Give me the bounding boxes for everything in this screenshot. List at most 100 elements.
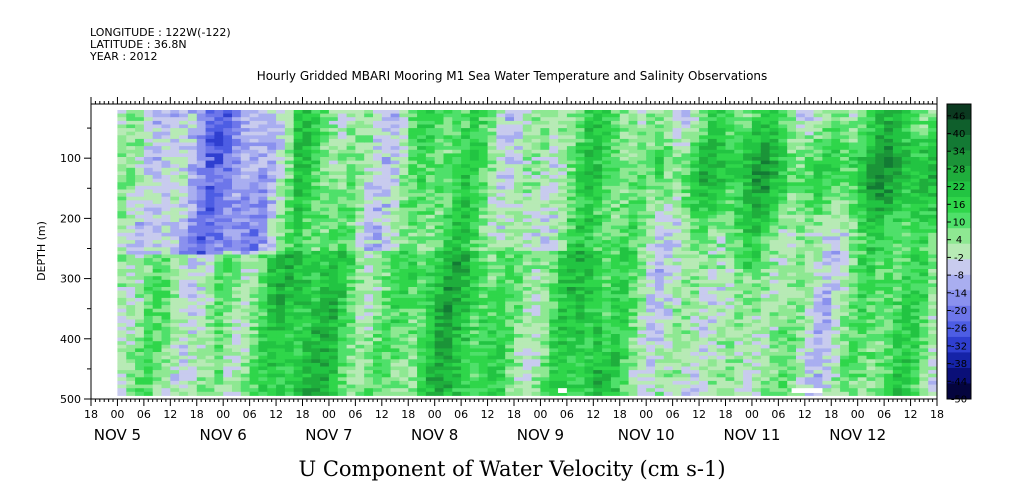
heatmap-cell [364, 287, 374, 292]
heatmap-cell [505, 294, 515, 299]
heatmap-cell [566, 283, 577, 288]
heatmap-cell [223, 323, 233, 328]
heatmap-cell [443, 384, 453, 389]
heatmap-cell [390, 294, 400, 299]
heatmap-cell [602, 211, 612, 216]
heatmap-cell [161, 269, 171, 274]
heatmap-cell [258, 218, 268, 223]
heatmap-cell [619, 265, 630, 270]
heatmap-cell [566, 290, 577, 295]
heatmap-cell [452, 326, 462, 331]
heatmap-cell [443, 120, 453, 125]
heatmap-cell [584, 164, 594, 169]
heatmap-cell [337, 297, 348, 302]
heatmap-cell [135, 164, 145, 169]
heatmap-cell [522, 359, 533, 364]
heatmap-cell [610, 254, 621, 259]
heatmap-cell [223, 377, 233, 382]
heatmap-cell [425, 207, 436, 212]
heatmap-cell [126, 391, 136, 396]
heatmap-cell [320, 193, 330, 198]
heatmap-cell [240, 265, 251, 270]
heatmap-cell [232, 388, 242, 393]
heatmap-cell [461, 362, 471, 367]
heatmap-cell [593, 269, 603, 274]
heatmap-cell [425, 366, 436, 371]
heatmap-cell [522, 294, 533, 299]
heatmap-cell [205, 272, 215, 277]
heatmap-cell [399, 120, 409, 125]
heatmap-cell [575, 344, 585, 349]
heatmap-cell [223, 236, 233, 241]
heatmap-cell [364, 279, 374, 284]
heatmap-cell [478, 312, 489, 317]
heatmap-cell [646, 352, 656, 357]
heatmap-cell [469, 380, 480, 385]
heatmap-cell [549, 258, 559, 263]
heatmap-cell [302, 164, 312, 169]
heatmap-cell [364, 218, 374, 223]
heatmap-cell [575, 370, 585, 375]
heatmap-cell [126, 138, 136, 143]
heatmap-cell [258, 373, 268, 378]
heatmap-cell [135, 377, 145, 382]
heatmap-cell [258, 348, 268, 353]
heatmap-cell [135, 362, 145, 367]
heatmap-cell [152, 330, 162, 335]
heatmap-cell [487, 113, 497, 118]
heatmap-cell [196, 196, 207, 201]
heatmap-cell [205, 341, 215, 346]
heatmap-cell [346, 373, 356, 378]
heatmap-cell [328, 305, 339, 310]
heatmap-cell [170, 250, 180, 255]
heatmap-cell [584, 113, 594, 118]
heatmap-cell [240, 225, 251, 230]
heatmap-cell [628, 157, 638, 162]
heatmap-cell [558, 308, 568, 313]
heatmap-cell [469, 218, 480, 223]
heatmap-cell [425, 373, 436, 378]
heatmap-cell [575, 294, 585, 299]
heatmap-cell [531, 247, 541, 252]
heatmap-cell [240, 236, 251, 241]
heatmap-cell [434, 258, 444, 263]
heatmap-cell [452, 323, 462, 328]
heatmap-cell [593, 167, 603, 172]
heatmap-cell [469, 366, 480, 371]
heatmap-cell [584, 196, 594, 201]
heatmap-cell [443, 189, 453, 194]
heatmap-cell [478, 269, 489, 274]
heatmap-cell [373, 359, 383, 364]
heatmap-cell [311, 124, 321, 129]
heatmap-cell [540, 218, 550, 223]
heatmap-cell [514, 157, 524, 162]
heatmap-cell [461, 229, 471, 234]
heatmap-cell [663, 211, 674, 216]
heatmap-cell [302, 214, 312, 219]
heatmap-cell [152, 222, 162, 227]
heatmap-cell [135, 203, 145, 208]
heatmap-cell [540, 138, 550, 143]
heatmap-cell [522, 355, 533, 360]
heatmap-cell [249, 265, 259, 270]
heatmap-cell [267, 175, 277, 180]
heatmap-cell [381, 135, 392, 140]
heatmap-cell [364, 301, 374, 306]
heatmap-cell [267, 362, 277, 367]
heatmap-cell [619, 225, 630, 230]
heatmap-cell [355, 138, 365, 143]
heatmap-cell [408, 312, 418, 317]
heatmap-cell [425, 301, 436, 306]
heatmap-cell [575, 142, 585, 147]
heatmap-cell [408, 344, 418, 349]
heatmap-cell [249, 362, 259, 367]
heatmap-cell [346, 334, 356, 339]
heatmap-cell [434, 319, 444, 324]
heatmap-cell [381, 164, 392, 169]
heatmap-cell [399, 388, 409, 393]
heatmap-cell [637, 138, 647, 143]
heatmap-cell [161, 113, 171, 118]
heatmap-cell [425, 167, 436, 172]
heatmap-cell [390, 352, 400, 357]
heatmap-cell [417, 243, 427, 248]
